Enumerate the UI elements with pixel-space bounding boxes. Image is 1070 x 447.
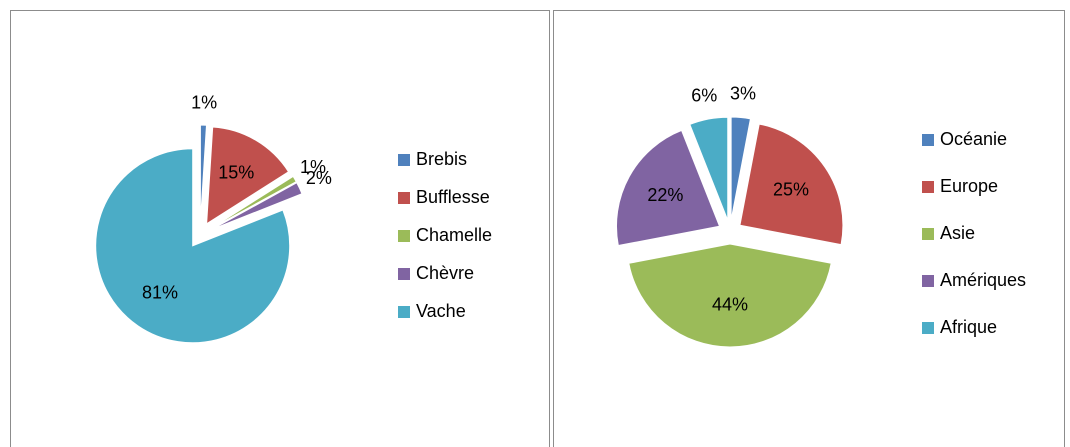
pie-slice: [210, 175, 297, 229]
legend-swatch: [398, 154, 410, 166]
data-label: 25%: [773, 179, 809, 199]
legend-label: Europe: [940, 176, 998, 196]
pie-slice: [616, 129, 721, 247]
legend-swatch: [398, 192, 410, 204]
pie-slice: [628, 243, 832, 348]
data-label: 81%: [142, 283, 178, 303]
legend-label: Amériques: [940, 270, 1026, 290]
legend-swatch: [922, 275, 934, 287]
legend-label: Brebis: [416, 149, 467, 169]
legend-swatch: [922, 134, 934, 146]
legend-swatch: [398, 268, 410, 280]
pie-slice: [689, 116, 729, 221]
pie-slice: [199, 124, 208, 223]
data-label: 15%: [218, 162, 254, 182]
legend-swatch: [922, 181, 934, 193]
data-label: 2%: [306, 168, 332, 188]
data-label: 3%: [730, 84, 756, 104]
data-label: 1%: [191, 92, 217, 112]
legend-label: Chamelle: [416, 225, 492, 245]
pie-slice: [206, 126, 290, 225]
legend-label: Bufflesse: [416, 187, 490, 207]
pie-slice: [739, 123, 844, 246]
legend-label: Asie: [940, 223, 975, 243]
legend-swatch: [922, 228, 934, 240]
legend-label: Vache: [416, 301, 466, 321]
data-label: 44%: [712, 295, 748, 315]
chart-frame: [10, 10, 550, 447]
pie-slice: [211, 182, 303, 230]
legend-swatch: [398, 230, 410, 242]
pie-slice: [95, 148, 291, 344]
legend-swatch: [398, 306, 410, 318]
legend-label: Océanie: [940, 129, 1007, 149]
data-label: 22%: [647, 185, 683, 205]
legend-label: Chèvre: [416, 263, 474, 283]
legend-label: Afrique: [940, 317, 997, 337]
pie-slice: [730, 116, 752, 221]
data-label: 1%: [300, 157, 326, 177]
chart-frame: [553, 10, 1065, 447]
legend-swatch: [922, 322, 934, 334]
data-label: 6%: [691, 86, 717, 106]
